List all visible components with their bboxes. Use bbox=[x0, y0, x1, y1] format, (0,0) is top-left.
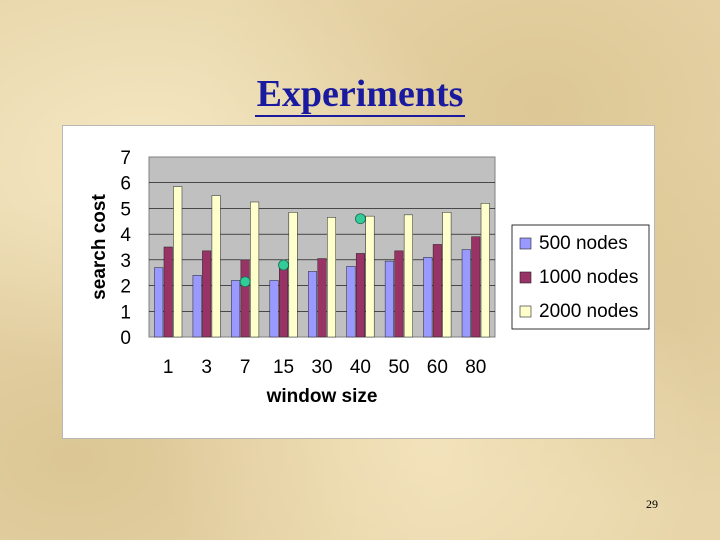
bar-1000-nodes-40 bbox=[355, 253, 365, 338]
bar-1000-nodes-3 bbox=[202, 250, 212, 338]
x-tick-label: 80 bbox=[465, 357, 486, 378]
bar-500-nodes-60 bbox=[423, 257, 433, 338]
bar-1000-nodes-1 bbox=[163, 246, 173, 338]
bar-2000-nodes-1 bbox=[173, 186, 183, 338]
bar-500-nodes-15 bbox=[269, 280, 279, 338]
bar-500-nodes-40 bbox=[346, 266, 356, 338]
y-tick-label: 1 bbox=[120, 302, 131, 323]
x-tick-label: 3 bbox=[201, 357, 212, 378]
y-axis-title: search cost bbox=[89, 194, 110, 300]
bar-1000-nodes-7 bbox=[240, 259, 250, 338]
slide-title-text: Experiments bbox=[254, 73, 466, 117]
y-tick-label: 4 bbox=[120, 225, 131, 246]
y-tick-label: 0 bbox=[120, 328, 131, 349]
bar-500-nodes-1 bbox=[154, 267, 164, 338]
bar-1000-nodes-80 bbox=[471, 236, 481, 338]
y-tick-label: 5 bbox=[120, 199, 131, 220]
x-tick-label: 7 bbox=[240, 357, 251, 378]
x-tick-label: 30 bbox=[311, 357, 332, 378]
marker-point bbox=[355, 213, 366, 225]
bar-chart: 0 1 2 3 4 5 6 7 1 3 7 15 30 40 50 60 80 window size search… bbox=[89, 148, 650, 407]
x-axis-title: window size bbox=[266, 386, 378, 407]
bar-500-nodes-30 bbox=[308, 271, 317, 338]
y-tick-label: 7 bbox=[120, 148, 131, 169]
marker-point bbox=[239, 276, 251, 288]
x-tick-label: 60 bbox=[427, 357, 448, 378]
x-tick-label: 15 bbox=[273, 357, 294, 378]
bar-500-nodes-50 bbox=[384, 260, 394, 338]
bar-500-nodes-3 bbox=[192, 275, 202, 338]
bar-2000-nodes-80 bbox=[480, 203, 490, 338]
legend-label: 2000 nodes bbox=[539, 301, 638, 322]
bar-1000-nodes-30 bbox=[317, 258, 327, 338]
legend-label: 1000 nodes bbox=[539, 267, 638, 288]
legend-swatch bbox=[519, 305, 532, 318]
y-tick-label: 2 bbox=[120, 277, 131, 298]
legend bbox=[511, 224, 650, 330]
x-tick-label: 50 bbox=[388, 357, 409, 378]
bar-1000-nodes-50 bbox=[394, 250, 404, 338]
bar-2000-nodes-7 bbox=[250, 201, 260, 338]
x-tick-label: 1 bbox=[163, 357, 174, 378]
legend-swatch bbox=[519, 271, 532, 284]
y-tick-label: 3 bbox=[120, 251, 131, 272]
x-tick-label: 40 bbox=[350, 357, 371, 378]
bar-2000-nodes-30 bbox=[327, 217, 336, 338]
bar-500-nodes-7 bbox=[231, 280, 241, 338]
bar-2000-nodes-40 bbox=[365, 215, 375, 338]
bar-500-nodes-80 bbox=[461, 249, 471, 338]
bar-2000-nodes-50 bbox=[403, 214, 413, 338]
slide-title: Experiments bbox=[0, 72, 720, 117]
legend-label: 500 nodes bbox=[539, 233, 628, 254]
bar-1000-nodes-15 bbox=[279, 262, 289, 338]
bar-1000-nodes-60 bbox=[432, 244, 442, 338]
bar-2000-nodes-15 bbox=[288, 212, 298, 338]
bar-2000-nodes-3 bbox=[211, 195, 221, 338]
page-number: 29 bbox=[646, 497, 658, 511]
bar-2000-nodes-60 bbox=[442, 212, 452, 338]
marker-point bbox=[278, 259, 289, 271]
legend-swatch bbox=[519, 237, 532, 250]
y-tick-label: 6 bbox=[120, 174, 131, 195]
chart-panel: 0 1 2 3 4 5 6 7 1 3 7 15 30 40 50 60 80 window size search… bbox=[62, 125, 655, 439]
